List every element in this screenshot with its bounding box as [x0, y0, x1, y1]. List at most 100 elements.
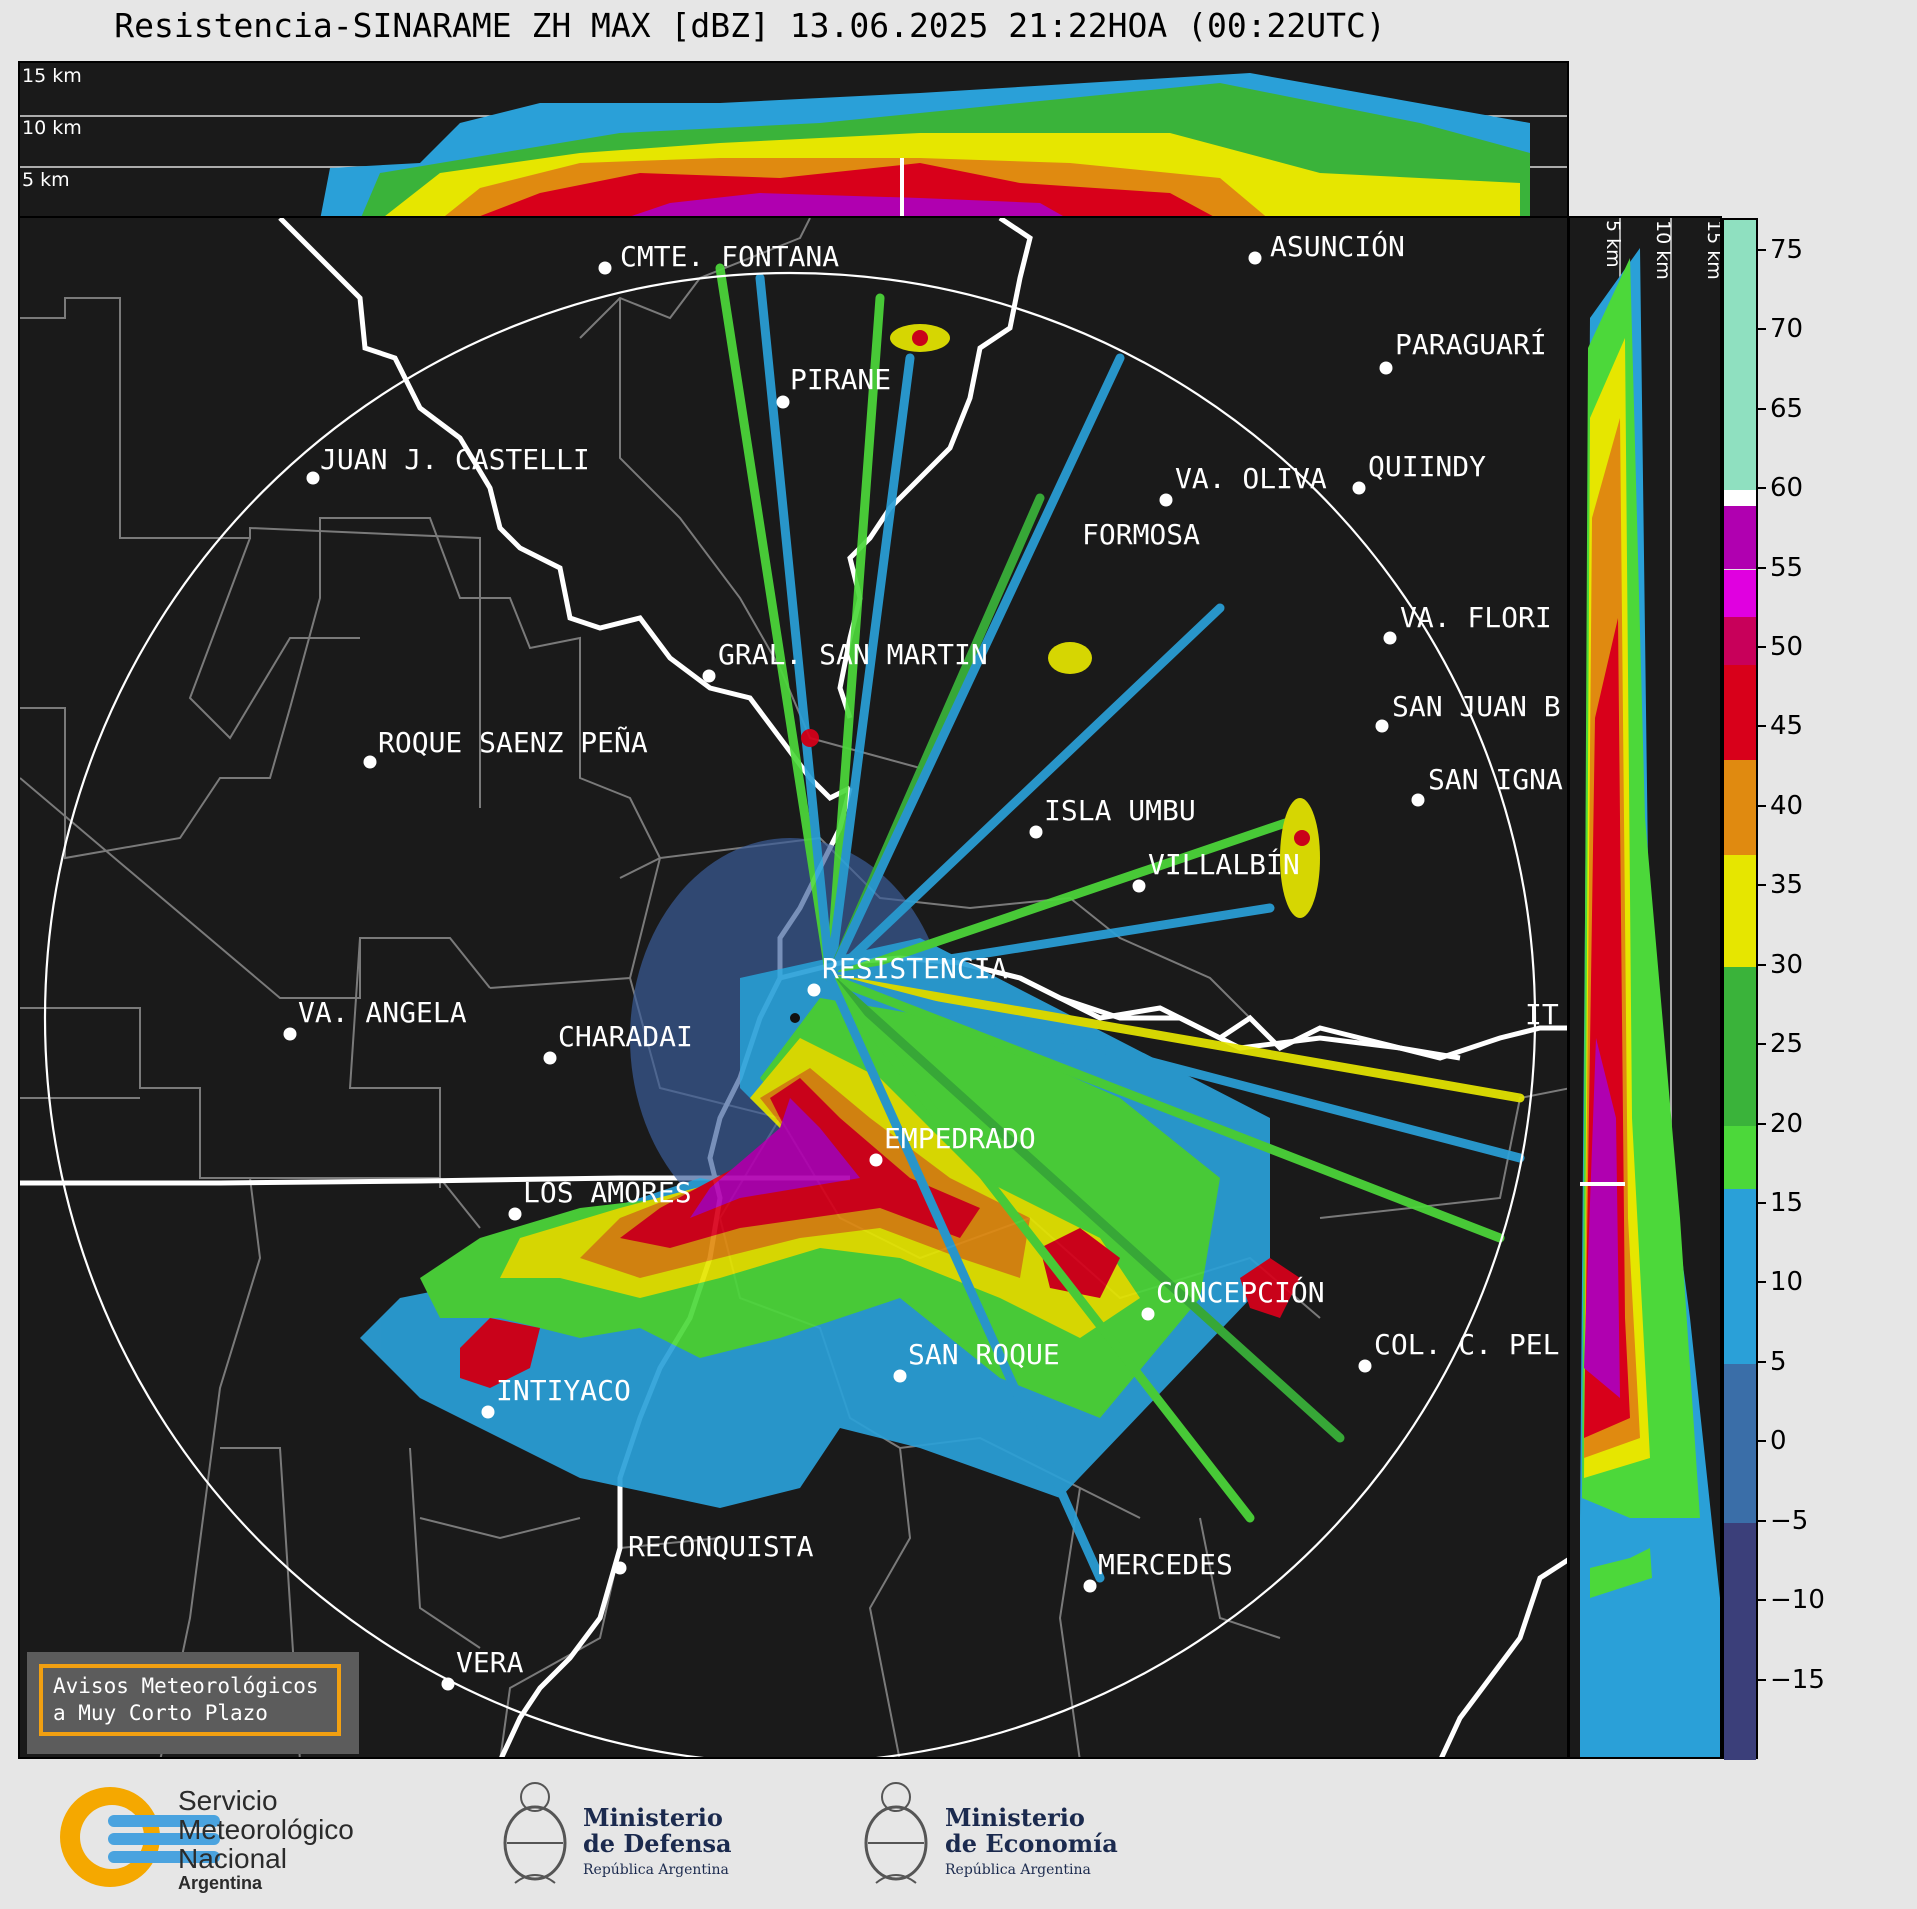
city-label-va-angela: VA. ANGELA: [298, 996, 467, 1029]
city-label-asuncion: ASUNCIÓN: [1270, 230, 1405, 263]
colorbar-tick: [1758, 725, 1766, 728]
city-dot: [1358, 1359, 1372, 1373]
city-label-villalbin: VILLALBÍN: [1148, 848, 1300, 881]
colorbar-tick-label: 50: [1770, 631, 1804, 662]
colorbar-tick-label: −5: [1770, 1505, 1809, 1536]
colorbar-tick: [1758, 963, 1766, 966]
colorbar-tick: [1758, 248, 1766, 251]
economia-line-3: República Argentina: [945, 1862, 1091, 1878]
city-label-intiyaco: INTIYACO: [496, 1374, 631, 1407]
warning-box: Avisos Meteorológicos a Muy Corto Plazo: [27, 1652, 359, 1754]
colorbar-tick: [1758, 566, 1766, 569]
city-dot: [1411, 793, 1425, 807]
city-label-san-roque: SAN ROQUE: [908, 1338, 1060, 1371]
city-dot: [283, 1027, 297, 1041]
warning-line-1: Avisos Meteorológicos: [53, 1674, 319, 1698]
city-label-san-juan-b: SAN JUAN B: [1392, 690, 1561, 723]
city-dot: [1375, 719, 1389, 733]
city-label-paraguari: PARAGUARÍ: [1395, 328, 1547, 361]
city-label-charadai: CHARADAI: [558, 1020, 693, 1053]
colorbar-tick-label: 60: [1770, 473, 1804, 504]
defensa-logo-text: Ministerio de Defensa República Argentin…: [583, 1805, 732, 1883]
city-label-los-amores: LOS AMORES: [523, 1176, 692, 1209]
city-label-san-igna: SAN IGNA: [1428, 763, 1563, 796]
colorbar-tick: [1758, 1599, 1766, 1602]
city-label-va-flori: VA. FLORI: [1400, 601, 1552, 634]
colorbar-tick-label: 75: [1770, 234, 1804, 265]
city-dot: [1383, 631, 1397, 645]
colorbar-segment: [1724, 1189, 1756, 1364]
colorbar-tick: [1758, 1043, 1766, 1046]
colorbar-tick: [1758, 1281, 1766, 1284]
smn-line-3: Nacional: [178, 1843, 287, 1874]
colorbar-tick-label: −15: [1770, 1664, 1825, 1695]
economia-line-2: de Economía: [945, 1829, 1118, 1858]
colorbar-tick-label: 15: [1770, 1187, 1804, 1218]
city-dot: [1379, 361, 1393, 375]
city-dot: [1352, 481, 1366, 495]
top-strip-label-15km: 15 km: [22, 65, 82, 87]
colorbar-tick-label: 70: [1770, 314, 1804, 345]
city-dot: [702, 669, 716, 683]
top-cross-section: 15 km 10 km 5 km: [18, 61, 1569, 218]
economia-logo-text: Ministerio de Economía República Argenti…: [945, 1805, 1118, 1883]
city-dot: [613, 1561, 627, 1575]
city-label-va-oliva: VA. OLIVA: [1175, 462, 1327, 495]
shield-icon: [503, 1782, 567, 1884]
colorbar-tick-label: 40: [1770, 790, 1804, 821]
colorbar-segment: [1724, 617, 1756, 665]
city-dot: [1132, 879, 1146, 893]
city-dot: [481, 1405, 495, 1419]
defensa-line-3: República Argentina: [583, 1862, 729, 1878]
city-label-empedrado: EMPEDRADO: [884, 1122, 1036, 1155]
city-label-roque-saenz-pena: ROQUE SAENZ PEÑA: [378, 726, 648, 759]
defensa-line-1: Ministerio: [583, 1803, 723, 1832]
city-dot: [776, 395, 790, 409]
radar-echoes: [360, 263, 1525, 1583]
map-title: Resistencia-SINARAME ZH MAX [dBZ] 13.06.…: [114, 6, 1386, 45]
colorbar-tick: [1758, 1201, 1766, 1204]
colorbar-segment: [1724, 220, 1756, 491]
colorbar-segment: [1724, 855, 1756, 967]
city-dot: [807, 983, 821, 997]
colorbar-tick: [1758, 1678, 1766, 1681]
city-label-vera: VERA: [456, 1646, 524, 1679]
colorbar-tick-label: 10: [1770, 1267, 1804, 1298]
colorbar-tick: [1758, 1440, 1766, 1443]
city-dot: [869, 1153, 883, 1167]
colorbar-tick: [1758, 407, 1766, 410]
smn-line-4: Argentina: [178, 1873, 263, 1893]
side-strip-label-15km: 15 km: [1703, 220, 1722, 280]
colorbar-tick: [1758, 1360, 1766, 1363]
colorbar-segment: [1724, 1125, 1756, 1190]
city-label-formosa: FORMOSA: [1082, 518, 1201, 551]
colorbar-tick-label: 45: [1770, 711, 1804, 742]
range-ring: [44, 272, 1536, 1757]
colorbar-tick: [1758, 884, 1766, 887]
smn-line-2: Meteorológico: [178, 1814, 354, 1845]
top-strip-label-5km: 5 km: [22, 169, 70, 191]
colorbar-tick-label: 30: [1770, 949, 1804, 980]
economia-line-1: Ministerio: [945, 1803, 1085, 1832]
side-strip-label-5km: 5 km: [1602, 220, 1624, 268]
side-cross-section-echoes: [1580, 218, 1720, 1757]
warning-line-2: a Muy Corto Plazo: [53, 1701, 268, 1725]
colorbar-tick: [1758, 1122, 1766, 1125]
colorbar-tick-label: −10: [1770, 1585, 1825, 1616]
colorbar-tick-label: 20: [1770, 1108, 1804, 1139]
colorbar-tick: [1758, 1519, 1766, 1522]
city-label-mercedes: MERCEDES: [1098, 1548, 1233, 1581]
colorbar-segment: [1724, 1363, 1756, 1523]
radar-map: CMTE. FONTANA ASUNCIÓN PARAGUARÍ PIRANE …: [18, 216, 1569, 1759]
city-label-resistencia: RESISTENCIA: [822, 952, 1008, 985]
colorbar-tick-label: 0: [1770, 1426, 1787, 1457]
city-label-juan-j-castelli: JUAN J. CASTELLI: [320, 443, 590, 476]
colorbar-tick-label: 35: [1770, 870, 1804, 901]
city-dot: [306, 471, 320, 485]
defensa-line-2: de Defensa: [583, 1829, 732, 1858]
smn-logo-icon: [60, 1787, 220, 1887]
shield-icon: [864, 1782, 928, 1884]
city-dot: [363, 755, 377, 769]
top-cross-section-echoes: [20, 73, 1567, 216]
radar-site-marker: [790, 1013, 800, 1023]
